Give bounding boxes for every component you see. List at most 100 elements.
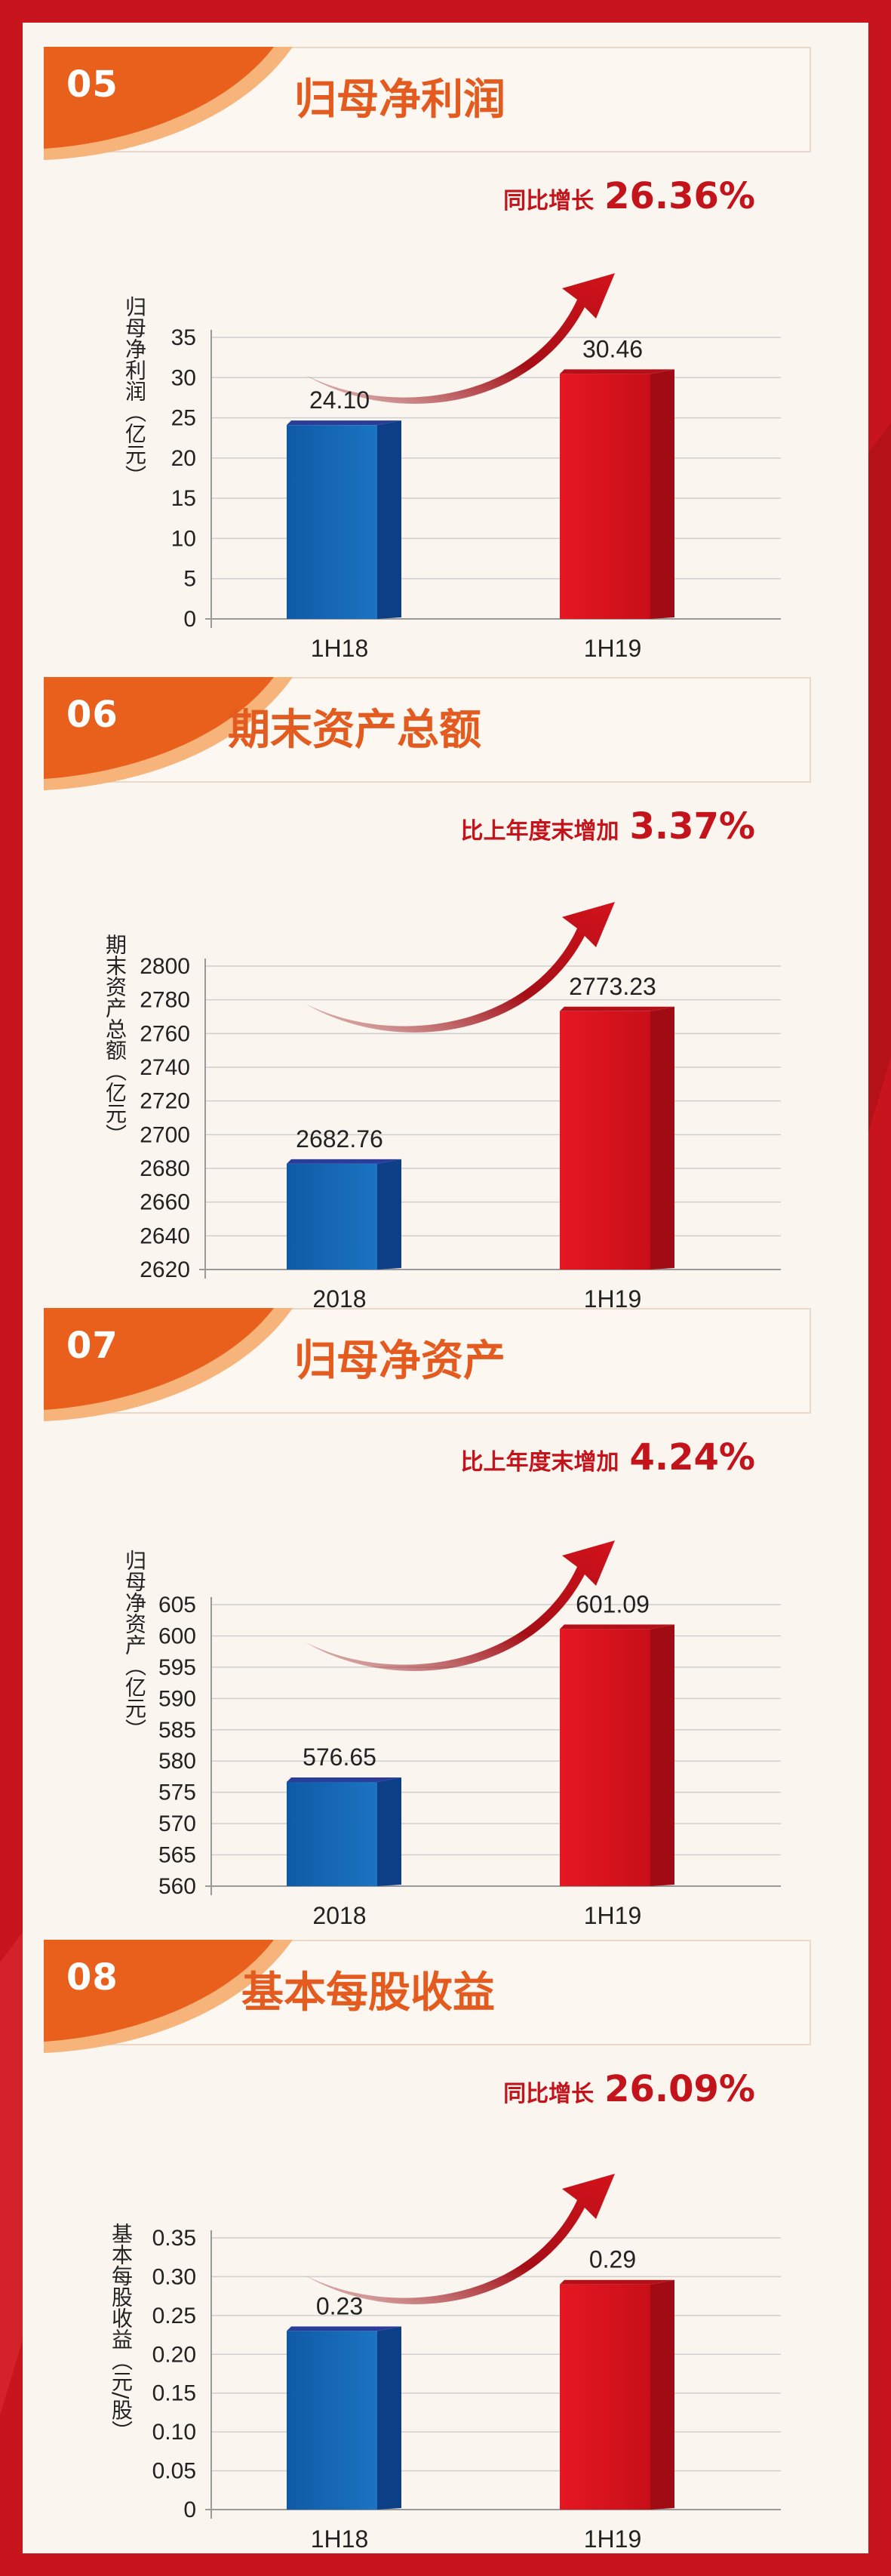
- y-tick-label: 570: [158, 1811, 196, 1836]
- y-tick-label: 2740: [140, 1055, 190, 1080]
- y-tick-label: 10: [171, 526, 196, 551]
- y-tick-label: 2660: [140, 1190, 190, 1215]
- section-title: 期末资产总额: [228, 705, 481, 755]
- growth-label: 同比增长: [503, 2081, 595, 2107]
- y-tick-label: 0.15: [152, 2381, 196, 2406]
- bar-side: [377, 2326, 401, 2510]
- data-label: 30.46: [582, 335, 643, 362]
- bar-top: [560, 1624, 674, 1630]
- section-net-assets: 07 归母净资产 比上年度末增加 4.24% 归母净资产（亿元） 560 565 57…: [23, 1308, 868, 1929]
- section-ribbon: [44, 1308, 293, 1421]
- y-tick-label: 0.30: [152, 2264, 196, 2289]
- bar-1H19: [560, 2284, 650, 2510]
- data-label: 576.65: [303, 1743, 376, 1771]
- bar-top: [287, 420, 401, 426]
- bar-top: [560, 1006, 674, 1011]
- section-title: 归母净资产: [294, 1336, 505, 1386]
- section-number: 05: [66, 63, 118, 106]
- data-label: 601.09: [576, 1590, 650, 1617]
- bar-top: [287, 1777, 401, 1782]
- y-tick-label: 575: [158, 1780, 196, 1805]
- y-tick-label: 5: [183, 567, 196, 592]
- x-tick-label: 1H19: [584, 2525, 642, 2553]
- x-tick-label: 1H18: [311, 2525, 369, 2553]
- bar-1H19: [560, 374, 650, 619]
- growth-annotation: 比上年度末增加 4.24%: [460, 1436, 755, 1479]
- bar-side: [650, 1624, 674, 1886]
- y-tick-label: 0: [183, 607, 196, 632]
- bar-chart-total-assets: 2620 2640 2660 2680 2700 2720 2740 2760 2780 2800…: [140, 902, 781, 1313]
- data-label: 24.10: [309, 386, 370, 414]
- x-tick-label: 2018: [312, 1902, 366, 1929]
- section-net-profit: 05 归母净利润 同比增长 26.36% 归母净利润（亿元） 0 5 10 15 20 25…: [23, 47, 868, 662]
- y-tick-label: 0.35: [152, 2226, 196, 2251]
- y-tick-label: 0.05: [152, 2459, 196, 2484]
- bar-top: [287, 1159, 401, 1164]
- bar-top: [287, 2326, 401, 2331]
- bar-1H18: [287, 2331, 377, 2510]
- bar-side: [650, 369, 674, 619]
- section-eps: 08 基本每股收益 同比增长 26.09% 基本每股收益（元/股） 0 0.05 0.…: [23, 1940, 868, 2553]
- y-tick-label: 20: [171, 446, 196, 471]
- content-panel: [23, 23, 868, 2553]
- y-tick-label: 605: [158, 1593, 196, 1617]
- data-label: 0.29: [589, 2246, 636, 2273]
- bar-side: [377, 1777, 401, 1886]
- bar-top: [560, 2279, 674, 2285]
- bar-1H19: [560, 1629, 650, 1886]
- bar-chart-eps: 0 0.05 0.10 0.15 0.20 0.25 0.30 0.35 0.23 1H18 0.2…: [152, 2174, 781, 2553]
- growth-annotation: 比上年度末增加 3.37%: [460, 805, 755, 848]
- bar-1H19: [560, 1011, 650, 1270]
- growth-value: 4.24%: [629, 1436, 755, 1479]
- y-tick-label: 0.25: [152, 2304, 196, 2328]
- y-tick-label: 2760: [140, 1021, 190, 1046]
- y-tick-label: 2800: [140, 954, 190, 979]
- section-number: 08: [66, 1956, 118, 1999]
- bar-2018: [287, 1163, 377, 1270]
- section-ribbon: [44, 677, 293, 790]
- growth-value: 26.36%: [604, 175, 755, 217]
- section-ribbon: [44, 47, 293, 160]
- bar-chart-net-assets: 560 565 570 575 580 585 590 595 600 605 576.65 2018…: [158, 1540, 781, 1929]
- bar-side: [650, 2279, 674, 2510]
- y-tick-label: 0.20: [152, 2342, 196, 2367]
- growth-label: 比上年度末增加: [460, 1449, 619, 1476]
- y-axis-label: 基本每股收益（元/股）: [109, 2223, 134, 2442]
- section-title: 基本每股收益: [241, 1968, 495, 2017]
- x-tick-label: 1H18: [311, 635, 369, 662]
- y-tick-label: 585: [158, 1718, 196, 1743]
- growth-annotation: 同比增长 26.36%: [503, 175, 755, 217]
- y-tick-label: 595: [158, 1655, 196, 1680]
- y-axis-label: 归母净利润（亿元）: [122, 296, 147, 486]
- y-tick-label: 565: [158, 1843, 196, 1868]
- growth-arrow: [306, 1540, 615, 1671]
- bar-top: [560, 369, 674, 374]
- growth-annotation: 同比增长 26.09%: [503, 2068, 755, 2110]
- x-tick-label: 1H19: [584, 635, 642, 662]
- bar-chart-net-profit: 0 5 10 15 20 25 30 35 24.10 1H18 30.46 1H19: [171, 273, 781, 662]
- bar-side: [377, 420, 401, 619]
- section-total-assets: 06 期末资产总额 比上年度末增加 3.37% 期末资产总额（亿元） 2620 26…: [23, 677, 868, 1313]
- y-tick-label: 2680: [140, 1156, 190, 1181]
- y-tick-label: 0: [183, 2498, 196, 2522]
- y-tick-label: 560: [158, 1874, 196, 1899]
- y-axis-label: 归母净资产（亿元）: [122, 1550, 147, 1740]
- y-tick-label: 30: [171, 365, 196, 390]
- growth-arrow: [306, 902, 615, 1033]
- section-number: 06: [66, 694, 118, 736]
- bar-1H18: [287, 425, 377, 619]
- y-tick-label: 2700: [140, 1122, 190, 1147]
- growth-label: 同比增长: [503, 188, 595, 214]
- growth-value: 3.37%: [629, 805, 755, 848]
- growth-arrow: [306, 273, 615, 404]
- y-tick-label: 2720: [140, 1089, 190, 1114]
- section-title: 归母净利润: [294, 75, 505, 125]
- y-tick-label: 35: [171, 325, 196, 350]
- data-label: 2773.23: [569, 973, 656, 1000]
- y-tick-label: 580: [158, 1749, 196, 1774]
- growth-value: 26.09%: [604, 2068, 755, 2110]
- y-tick-label: 2640: [140, 1223, 190, 1248]
- x-tick-label: 1H19: [584, 1902, 642, 1929]
- data-label: 2682.76: [296, 1125, 383, 1153]
- y-tick-label: 0.10: [152, 2420, 196, 2445]
